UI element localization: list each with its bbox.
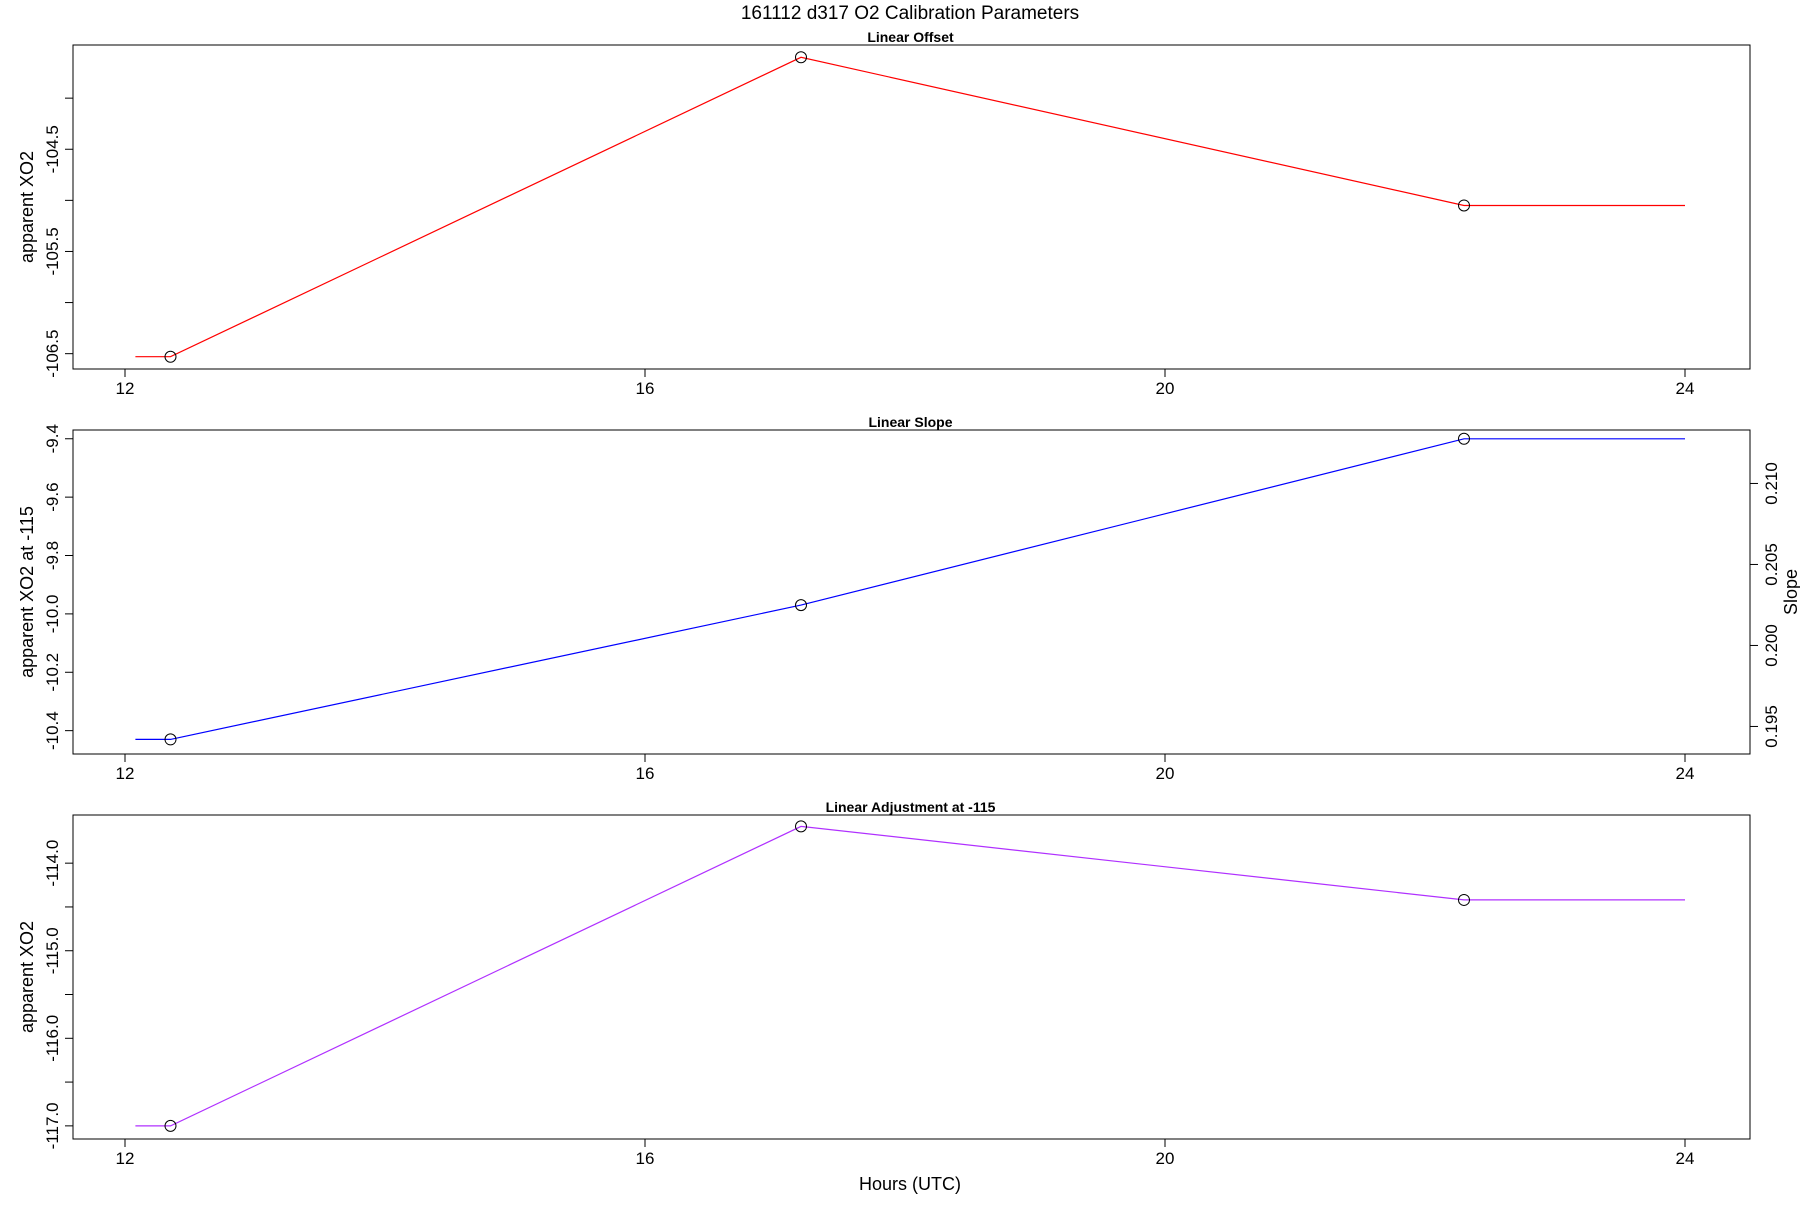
y2-tick-label: 0.205 (1762, 543, 1781, 586)
y-tick-label: -10.4 (43, 711, 62, 750)
y2-tick-label: 0.210 (1762, 462, 1781, 505)
series-line (135, 825, 1685, 1127)
data-point (164, 733, 177, 746)
main-title: 161112 d317 O2 Calibration Parameters (741, 3, 1079, 24)
series-line (135, 56, 1685, 358)
x-tick-label: 24 (1676, 379, 1695, 398)
data-point (164, 1119, 177, 1132)
series-line (135, 438, 1685, 741)
plot-frame (72, 814, 1751, 1140)
data-point (1458, 199, 1470, 212)
plot-frame (72, 44, 1751, 370)
y-axis-label: apparent XO2 at -115 (17, 506, 37, 678)
x-tick-label: 20 (1156, 1149, 1175, 1168)
y-tick-label: -10.2 (43, 653, 62, 692)
y-tick-label: -115.0 (43, 927, 62, 974)
y-tick-label: -106.5 (43, 330, 62, 378)
y-tick-label: -9.4 (43, 424, 62, 453)
y-tick-label: -9.8 (43, 541, 62, 570)
x-tick-label: 16 (636, 379, 655, 398)
data-point (164, 350, 177, 363)
x-tick-label: 16 (636, 1149, 655, 1168)
x-tick-label: 24 (1676, 764, 1695, 783)
data-point (795, 599, 807, 612)
x-tick-label: 16 (636, 764, 655, 783)
y-tick-label: -117.0 (43, 1102, 62, 1149)
panel-title: Linear Adjustment at -115 (826, 799, 996, 815)
y-tick-label: -105.5 (43, 227, 62, 275)
y-tick-label: -9.6 (43, 482, 62, 511)
panel-title: Linear Offset (867, 29, 954, 45)
y2-tick-label: 0.195 (1762, 705, 1781, 748)
y-tick-label: -10.0 (43, 595, 62, 634)
data-point (795, 820, 807, 833)
data-point (1458, 432, 1470, 445)
x-axis-label: Hours (UTC) (859, 1174, 961, 1194)
x-tick-label: 20 (1156, 379, 1175, 398)
x-tick-label: 12 (116, 764, 135, 783)
x-tick-label: 12 (116, 379, 135, 398)
plot-frame (72, 429, 1751, 755)
panel-1: Linear Offset 12 16 20 24 -106.5 -105.5 -104.5 a… (17, 29, 1751, 398)
y-axis-label: apparent XO2 (17, 921, 37, 1033)
y2-tick-label: 0.200 (1762, 624, 1781, 667)
y-tick-label: -116.0 (43, 1015, 62, 1062)
y-axis-label: apparent XO2 (17, 151, 37, 263)
panel-title: Linear Slope (868, 414, 952, 430)
data-point (1458, 893, 1470, 906)
data-point (795, 51, 807, 64)
x-tick-label: 20 (1156, 764, 1175, 783)
panel-3: Linear Adjustment at -115 12 16 20 24 -117.0 -… (17, 799, 1751, 1168)
y-tick-label: -104.5 (43, 125, 62, 173)
x-tick-label: 24 (1676, 1149, 1695, 1168)
x-tick-label: 12 (116, 1149, 135, 1168)
y2-axis-label: Slope (1781, 569, 1800, 615)
panel-2: Linear Slope 12 16 20 24 -10.4 -10.2 -10.0 -9.8 -… (17, 414, 1800, 783)
y-tick-label: -114.0 (43, 840, 62, 887)
